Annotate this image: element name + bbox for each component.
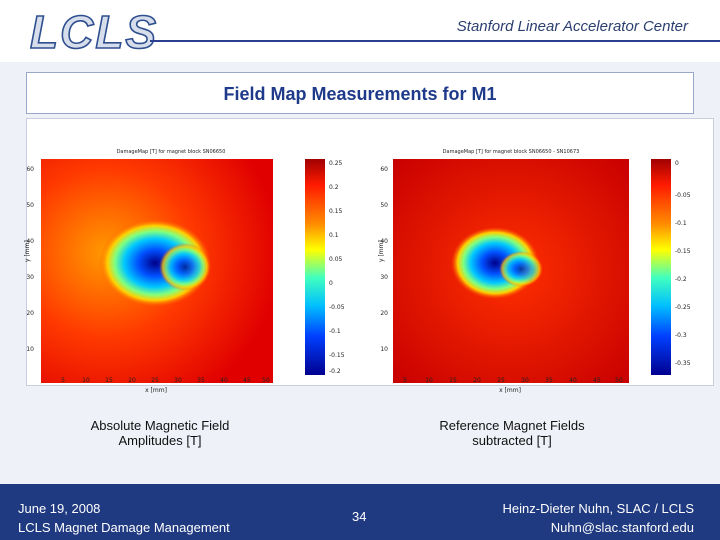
right-x-tick: 25	[497, 377, 505, 384]
right-colorbar-strip	[651, 159, 671, 375]
slide-header: LCLS Stanford Linear Accelerator Center	[0, 0, 720, 62]
right-plot: DamageMap [T] for magnet block SN06650 -…	[380, 149, 629, 383]
right-damage-spot-tail	[499, 251, 543, 287]
left-cbar-tick: -0.15	[329, 352, 345, 359]
left-cbar-tick: -0.05	[329, 304, 345, 311]
left-cbar-tick: 0.15	[329, 208, 343, 215]
right-x-axis: 5 10 15 20 25 30 35 40 45 50 x [mm]	[403, 377, 623, 394]
slide-title: Field Map Measurements for M1	[223, 84, 497, 104]
footer-project: LCLS Magnet Damage Management	[18, 520, 230, 535]
page-number: 34	[352, 509, 367, 524]
right-x-tick: 20	[473, 377, 481, 384]
right-caption: Reference Magnet Fields subtracted [T]	[412, 418, 612, 448]
left-cbar-tick: -0.2	[329, 368, 341, 375]
left-y-tick: 30	[27, 274, 34, 281]
right-y-tick: 10	[380, 346, 388, 353]
left-cbar-tick: 0.05	[329, 256, 343, 263]
left-x-tick: 15	[105, 377, 113, 384]
organization-name: Stanford Linear Accelerator Center	[456, 18, 688, 35]
right-cbar-tick: 0	[675, 160, 679, 167]
right-cbar-tick: -0.25	[675, 304, 691, 311]
left-x-label: x [mm]	[145, 387, 167, 394]
right-cbar-tick: -0.2	[675, 276, 687, 283]
right-x-label: x [mm]	[499, 387, 521, 394]
left-x-tick: 45	[243, 377, 251, 384]
left-cbar-tick: 0.1	[329, 232, 339, 239]
left-cbar-tick: -0.1	[329, 328, 341, 335]
left-x-tick: 5	[61, 377, 65, 384]
footer-email: Nuhn@slac.stanford.edu	[550, 520, 694, 535]
right-y-tick: 60	[380, 166, 388, 173]
left-plot-title: DamageMap [T] for magnet block SN06650	[117, 149, 226, 155]
left-y-tick: 20	[27, 310, 34, 317]
right-y-tick: 50	[380, 202, 388, 209]
figure-panel: DamageMap [T] for magnet block SN06650 6…	[26, 118, 714, 386]
right-cbar-tick: -0.15	[675, 248, 691, 255]
right-x-tick: 50	[615, 377, 623, 384]
right-x-tick: 30	[521, 377, 529, 384]
left-x-tick: 35	[197, 377, 205, 384]
right-y-tick: 30	[380, 274, 388, 281]
right-x-tick: 10	[425, 377, 433, 384]
left-x-axis: 5 10 15 20 25 30 35 40 45 50 x [mm]	[61, 377, 270, 394]
left-x-tick: 10	[82, 377, 90, 384]
left-cbar-tick: 0.25	[329, 160, 343, 167]
footer-author: Heinz-Dieter Nuhn, SLAC / LCLS	[502, 501, 694, 516]
x-axes: 5 10 15 20 25 30 35 40 45 50 x [mm] 5 10…	[61, 377, 623, 394]
right-cbar-tick: -0.05	[675, 192, 691, 199]
header-rule	[150, 40, 720, 42]
left-cbar-tick: 0	[329, 280, 333, 287]
left-caption-line2: Amplitudes [T]	[118, 433, 202, 448]
left-cbar-tick: 0.2	[329, 184, 339, 191]
left-caption-line1: Absolute Magnetic Field	[90, 418, 230, 433]
left-x-tick: 40	[220, 377, 228, 384]
left-x-tick: 30	[174, 377, 182, 384]
left-colorbar-strip	[305, 159, 325, 375]
left-y-tick: 50	[27, 202, 34, 209]
right-x-tick: 5	[403, 377, 407, 384]
right-cbar-tick: -0.3	[675, 332, 687, 339]
right-y-label: y [mm]	[378, 240, 385, 262]
left-plot: DamageMap [T] for magnet block SN06650 6…	[26, 149, 273, 383]
right-y-tick: 40	[380, 238, 388, 245]
footer-date: June 19, 2008	[18, 501, 101, 516]
right-colorbar: 0 -0.05 -0.1 -0.15 -0.2 -0.25 -0.3 -0.35	[651, 159, 691, 375]
left-y-tick: 60	[27, 166, 34, 173]
left-x-tick: 25	[151, 377, 159, 384]
left-y-tick: 10	[27, 346, 34, 353]
field-map-figure: DamageMap [T] for magnet block SN06650 6…	[26, 149, 691, 383]
right-x-tick: 45	[593, 377, 601, 384]
right-plot-title: DamageMap [T] for magnet block SN06650 -…	[443, 149, 580, 155]
left-y-label: y [mm]	[24, 240, 31, 262]
title-box: Field Map Measurements for M1	[26, 72, 694, 114]
left-x-tick: 50	[262, 377, 270, 384]
right-cbar-tick: -0.35	[675, 360, 691, 367]
left-x-tick: 20	[128, 377, 136, 384]
right-caption-line1: Reference Magnet Fields	[439, 418, 585, 433]
right-x-tick: 40	[569, 377, 577, 384]
right-x-tick: 15	[449, 377, 457, 384]
left-y-tick: 40	[27, 238, 34, 245]
right-caption-line2: subtracted [T]	[472, 433, 552, 448]
left-damage-spot-tail	[159, 243, 211, 291]
right-cbar-tick: -0.1	[675, 220, 687, 227]
footer-bar: June 19, 2008 LCLS Magnet Damage Managem…	[0, 484, 720, 540]
right-x-tick: 35	[545, 377, 553, 384]
left-colorbar: 0.25 0.2 0.15 0.1 0.05 0 -0.05 -0.1 -0.1…	[305, 159, 345, 375]
left-caption: Absolute Magnetic Field Amplitudes [T]	[60, 418, 260, 448]
right-y-tick: 20	[380, 310, 388, 317]
lcls-logo: LCLS	[29, 5, 159, 59]
